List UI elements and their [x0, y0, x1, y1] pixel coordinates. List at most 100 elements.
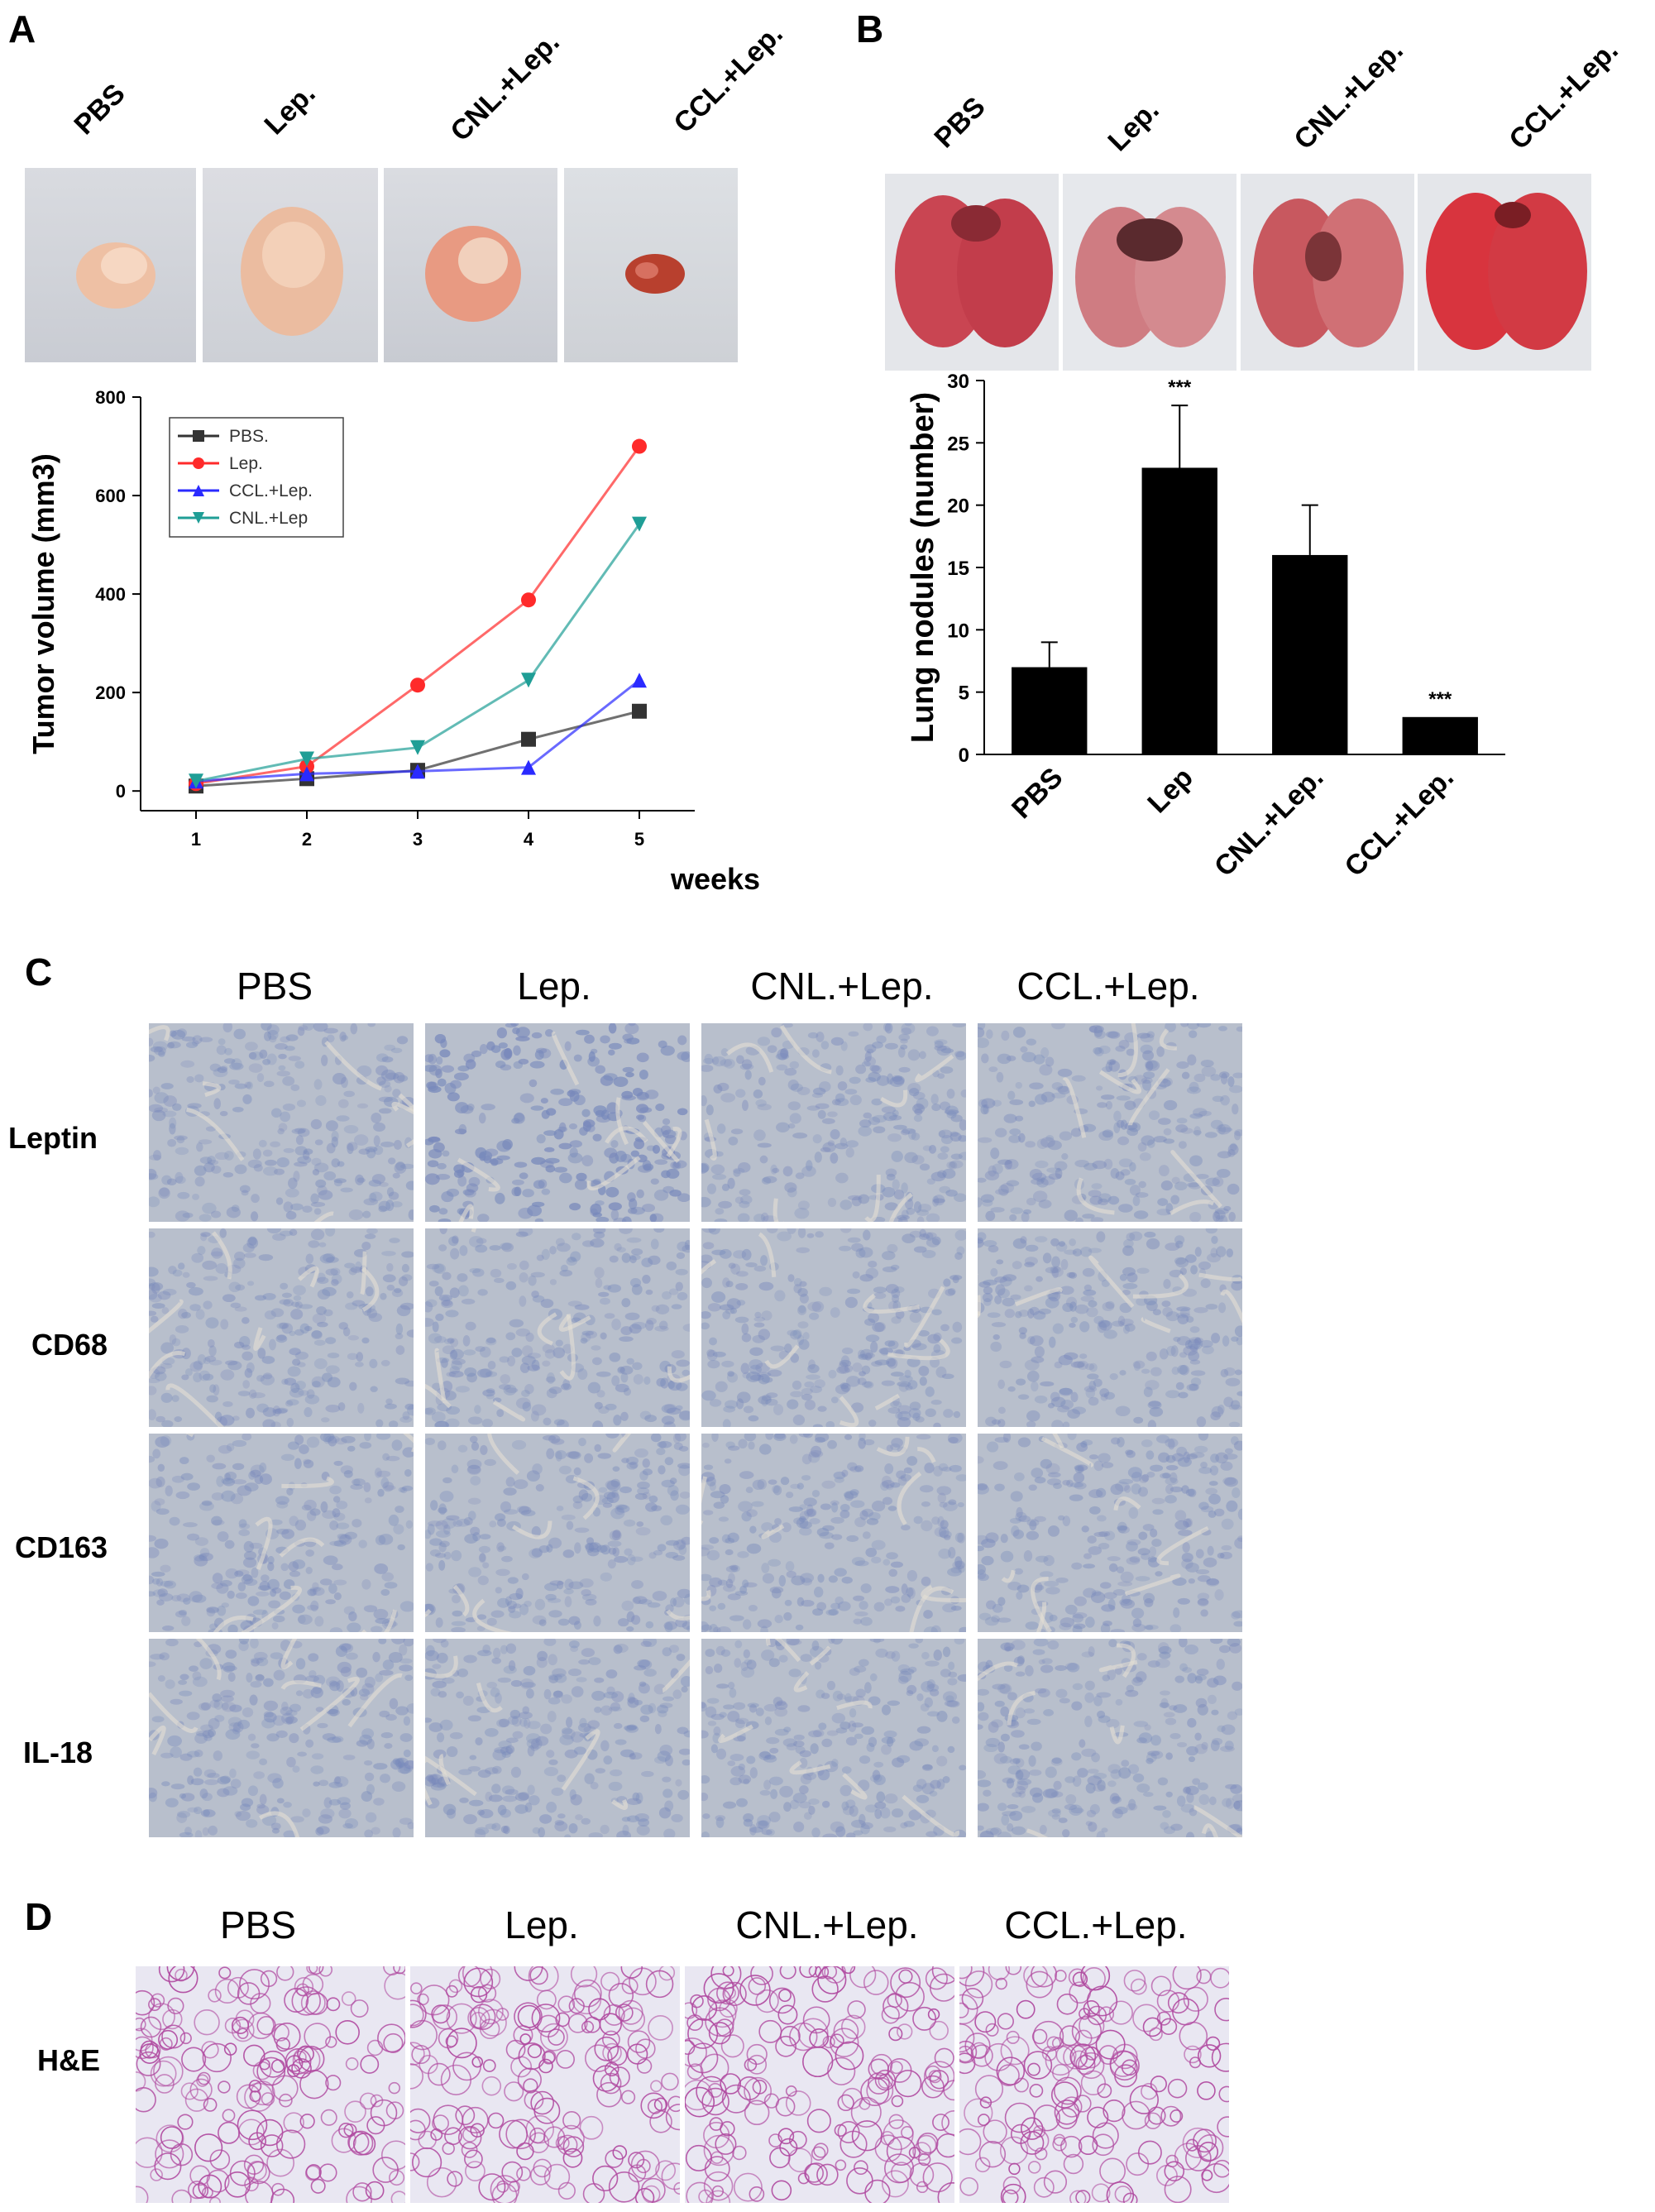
cell-nucleus	[434, 1420, 449, 1429]
cell-nucleus	[1220, 1745, 1235, 1752]
cell-nucleus	[164, 1580, 176, 1589]
data-point	[521, 731, 536, 747]
alveolus	[523, 2078, 538, 2094]
cell-nucleus	[329, 1681, 341, 1692]
cell-nucleus	[1185, 1563, 1199, 1573]
alveolus	[700, 2053, 729, 2083]
cell-nucleus	[638, 1683, 650, 1694]
cell-nucleus	[1189, 1081, 1199, 1093]
cell-nucleus	[224, 1047, 232, 1056]
cell-nucleus	[907, 1587, 916, 1599]
cell-nucleus	[463, 1053, 476, 1063]
cell-nucleus	[176, 1593, 191, 1602]
cell-nucleus	[567, 1300, 582, 1307]
cell-nucleus	[624, 1548, 633, 1556]
cell-nucleus	[430, 1688, 441, 1697]
cell-nucleus	[633, 1374, 643, 1385]
cell-nucleus	[709, 1623, 719, 1635]
cell-nucleus	[1119, 1302, 1132, 1314]
cell-nucleus	[392, 1089, 401, 1098]
cell-nucleus	[993, 1461, 1008, 1470]
cell-nucleus	[959, 1626, 969, 1635]
cell-nucleus	[658, 1320, 668, 1330]
cell-nucleus	[789, 1799, 800, 1810]
cell-nucleus	[456, 1518, 471, 1527]
cell-nucleus	[772, 1167, 780, 1174]
cell-nucleus	[250, 1211, 259, 1222]
cell-nucleus	[947, 1287, 956, 1295]
cell-nucleus	[299, 1304, 313, 1309]
cell-nucleus	[615, 1383, 629, 1393]
cell-nucleus	[1072, 1625, 1083, 1635]
cell-nucleus	[884, 1042, 898, 1050]
cell-nucleus	[1146, 1060, 1160, 1071]
cell-nucleus	[280, 1563, 289, 1572]
cell-nucleus	[298, 1025, 309, 1032]
cell-nucleus	[1223, 1396, 1234, 1407]
cell-nucleus	[658, 1807, 672, 1819]
cell-nucleus	[1105, 1031, 1119, 1038]
cell-nucleus	[344, 1531, 358, 1539]
cell-nucleus	[151, 1109, 166, 1122]
cell-nucleus	[1147, 1420, 1157, 1431]
alveolus	[594, 2036, 619, 2061]
cell-nucleus	[495, 1192, 505, 1204]
cell-nucleus	[423, 1775, 437, 1787]
cell-nucleus	[1196, 1668, 1209, 1676]
cell-nucleus	[261, 1718, 275, 1729]
cell-nucleus	[600, 1572, 612, 1582]
cell-nucleus	[320, 1808, 335, 1819]
cell-nucleus	[1227, 1637, 1241, 1647]
cell-nucleus	[937, 1492, 947, 1504]
cell-nucleus	[891, 1288, 901, 1299]
cell-nucleus	[306, 1511, 317, 1521]
cell-nucleus	[978, 1099, 988, 1108]
alveolus	[455, 2105, 476, 2126]
cell-nucleus	[368, 1313, 383, 1322]
cell-nucleus	[832, 1690, 844, 1702]
cell-nucleus	[883, 1730, 897, 1738]
cell-nucleus	[1228, 1212, 1236, 1222]
cell-nucleus	[1226, 1500, 1238, 1512]
cell-nucleus	[261, 1814, 277, 1827]
alveolus	[154, 2152, 182, 2181]
cell-nucleus	[313, 1339, 326, 1346]
alveolus	[470, 2123, 485, 2138]
cell-nucleus	[681, 1051, 693, 1063]
cell-nucleus	[1083, 1289, 1097, 1296]
cell-nucleus	[462, 1695, 474, 1707]
cell-nucleus	[798, 1801, 811, 1809]
cell-nucleus	[429, 1538, 442, 1546]
alveolus	[708, 2022, 732, 2045]
data-point	[410, 677, 425, 693]
cell-nucleus	[1026, 1420, 1036, 1429]
cell-nucleus	[619, 1224, 633, 1234]
cell-nucleus	[1064, 1604, 1078, 1615]
stroma-strand	[725, 1042, 774, 1073]
cell-nucleus	[907, 1128, 916, 1140]
legend-label: CCL.+Lep.	[229, 481, 313, 500]
cell-nucleus	[304, 1325, 313, 1332]
cell-nucleus	[581, 1817, 591, 1825]
cell-nucleus	[605, 1669, 618, 1679]
cell-nucleus	[703, 1464, 714, 1470]
cell-nucleus	[260, 1374, 275, 1386]
cell-nucleus	[155, 1476, 165, 1487]
cell-nucleus	[596, 1390, 605, 1398]
cell-nucleus	[242, 1380, 251, 1389]
cell-nucleus	[1207, 1253, 1221, 1263]
cell-nucleus	[1052, 1323, 1064, 1334]
cell-nucleus	[310, 1201, 326, 1208]
cell-nucleus	[938, 1549, 952, 1559]
cell-nucleus	[1234, 1369, 1242, 1376]
cell-nucleus	[873, 1286, 887, 1294]
cell-nucleus	[1117, 1136, 1130, 1146]
cell-nucleus	[1098, 1453, 1111, 1463]
cell-nucleus	[918, 1365, 930, 1377]
cell-nucleus	[827, 1439, 837, 1449]
cell-nucleus	[835, 1065, 844, 1076]
cell-nucleus	[1216, 1123, 1232, 1135]
cell-nucleus	[1054, 1161, 1068, 1171]
cell-nucleus	[799, 1527, 812, 1536]
cell-nucleus	[457, 1285, 469, 1297]
